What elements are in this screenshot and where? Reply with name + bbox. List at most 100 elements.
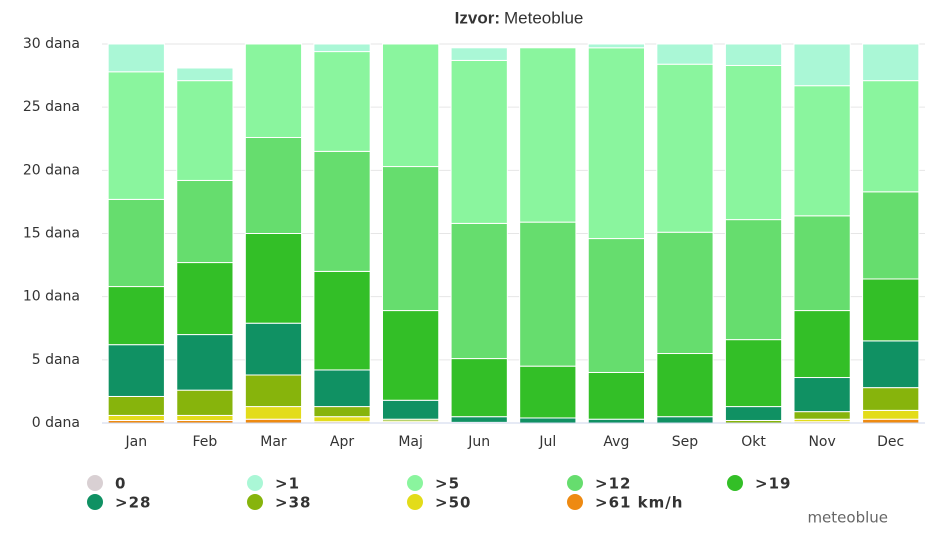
legend-label: >19	[755, 475, 791, 493]
bar-segment	[656, 63, 714, 233]
bar-segment	[107, 414, 165, 421]
bar-segment	[450, 416, 508, 423]
bar-segment	[107, 395, 165, 416]
bar-segment	[382, 166, 440, 312]
x-tick-label: Apr	[330, 434, 354, 450]
bar-segment	[724, 219, 783, 341]
bar-segment	[450, 59, 508, 224]
bar-segment	[519, 221, 577, 367]
y-tick-label: 0 dana	[32, 415, 80, 431]
bar-segment	[107, 198, 165, 288]
x-tick-label: Feb	[192, 434, 217, 450]
legend-marker	[247, 494, 263, 510]
bar-segment	[862, 340, 920, 389]
y-tick-label: 10 dana	[23, 289, 80, 305]
bar-segment	[656, 353, 714, 418]
bar-segment	[793, 43, 851, 87]
bar-segment	[724, 43, 783, 66]
bar-segment	[176, 334, 234, 391]
bar-segment	[793, 85, 851, 217]
bar-segment	[862, 418, 920, 424]
bar-segment	[587, 418, 645, 424]
legend-marker	[567, 494, 583, 510]
bar-segment	[107, 286, 165, 346]
bar-segment	[244, 43, 303, 138]
x-tick-label: Avg	[603, 434, 629, 450]
bar-segment	[862, 387, 920, 411]
bar-segment	[793, 215, 851, 312]
chart-title: Meteoblue	[504, 8, 583, 27]
x-tick-label: Mar	[260, 434, 287, 450]
bar-segment	[176, 67, 234, 82]
bar-segment	[313, 43, 371, 53]
bar-segment	[587, 238, 645, 373]
legend-label: >12	[595, 475, 631, 493]
x-tick-label: Okt	[741, 434, 766, 450]
bar-segment	[724, 64, 783, 221]
y-tick-label: 30 dana	[23, 36, 80, 52]
legend-label: >50	[435, 494, 471, 512]
bar-segment	[244, 374, 303, 408]
x-tick-label: Nov	[808, 434, 835, 450]
bar-segment	[313, 406, 371, 418]
legend-marker	[87, 475, 103, 491]
x-tick-label: Jun	[467, 434, 490, 450]
legend-label: >1	[275, 475, 300, 493]
bar-segment	[313, 150, 371, 272]
legend-label: >28	[115, 494, 151, 512]
bar-segment	[176, 179, 234, 264]
bar-segment	[450, 47, 508, 61]
bar-segment	[519, 417, 577, 424]
bar-segment	[313, 51, 371, 152]
bar-segment	[724, 406, 783, 421]
bar-segment	[793, 411, 851, 420]
bar-segment	[107, 43, 165, 73]
x-tick-label: Jul	[538, 434, 556, 450]
legend-marker	[567, 475, 583, 491]
bar-segment	[519, 47, 577, 223]
bar-segment	[244, 418, 303, 424]
y-tick-label: 5 dana	[32, 352, 80, 368]
bar-segment	[313, 416, 371, 423]
bar-segment	[519, 365, 577, 419]
legend-label: >61 km/h	[595, 494, 683, 512]
bar-segment	[862, 278, 920, 342]
x-tick-label: Maj	[398, 434, 423, 450]
bar-segment	[176, 414, 234, 421]
x-tick-label: Sep	[672, 434, 699, 450]
bar-segment	[176, 80, 234, 181]
bar-segment	[724, 339, 783, 408]
bar-segment	[587, 371, 645, 420]
legend-marker	[247, 475, 263, 491]
legend-marker	[87, 494, 103, 510]
bar-segment	[244, 233, 303, 324]
bar-segment	[313, 369, 371, 408]
bar-segment	[656, 43, 714, 65]
bar-segment	[244, 406, 303, 420]
legend-label: 0	[115, 475, 126, 493]
legend-marker	[407, 475, 423, 491]
legend-marker	[727, 475, 743, 491]
x-tick-label: Dec	[877, 434, 904, 450]
bar-segment	[176, 262, 234, 336]
bar-segment	[313, 270, 371, 371]
legend-label: >38	[275, 494, 311, 512]
bar-segment	[244, 322, 303, 376]
legend-marker	[407, 494, 423, 510]
title-prefix: Izvor:	[455, 8, 500, 27]
y-tick-label: 25 dana	[23, 99, 80, 115]
bar-segment	[656, 416, 714, 424]
bar-segment	[862, 43, 920, 82]
bar-segment	[862, 80, 920, 193]
bar-segment	[793, 377, 851, 413]
bar-segment	[176, 389, 234, 416]
bar-segment	[862, 409, 920, 420]
bar-segment	[862, 191, 920, 280]
bar-segment	[450, 358, 508, 418]
bar-segment	[382, 399, 440, 420]
bar-segment	[656, 231, 714, 355]
y-tick-label: 20 dana	[23, 162, 80, 178]
x-tick-label: Jan	[124, 434, 147, 450]
bar-segment	[587, 43, 645, 49]
